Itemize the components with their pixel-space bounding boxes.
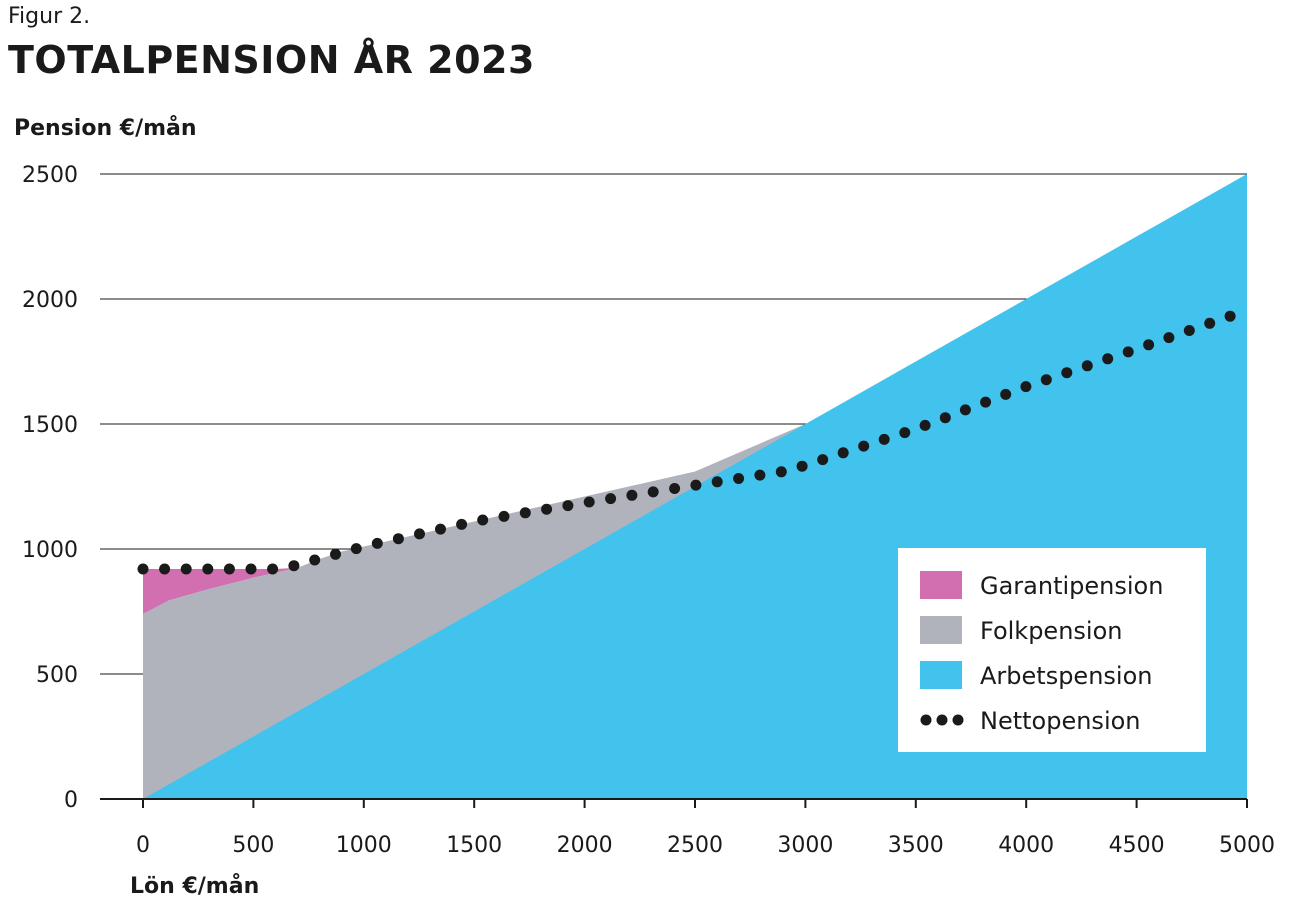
nettopension-dot — [435, 523, 446, 535]
x-axis-label: Lön €/mån — [130, 874, 260, 899]
nettopension-dot — [939, 412, 951, 424]
nettopension-dot — [267, 563, 279, 575]
nettopension-dot — [414, 528, 425, 540]
x-tick-label: 2000 — [557, 833, 613, 858]
figure-label: Figur 2. — [8, 4, 91, 29]
nettopension-dot — [733, 473, 745, 484]
nettopension-dot — [858, 440, 870, 452]
nettopension-dot — [605, 493, 617, 505]
legend-label: Nettopension — [980, 707, 1141, 735]
y-axis-label: Pension €/mån — [14, 116, 197, 141]
x-tick-label: 1500 — [446, 833, 502, 858]
nettopension-dot — [223, 563, 235, 575]
nettopension-dot — [837, 447, 849, 459]
nettopension-dot — [1020, 381, 1032, 393]
nettopension-dot — [959, 404, 971, 416]
nettopension-dot — [202, 563, 214, 575]
nettopension-dot — [796, 460, 808, 472]
nettopension-dot — [541, 503, 553, 515]
legend-swatch-nettopension — [920, 714, 932, 726]
x-tick-label: 5000 — [1219, 833, 1275, 858]
nettopension-dot — [1183, 325, 1195, 336]
area-garantipension — [143, 567, 298, 614]
nettopension-dot — [1081, 360, 1093, 372]
nettopension-dot — [245, 563, 257, 575]
nettopension-dot — [1102, 353, 1114, 365]
x-tick-label: 500 — [232, 833, 274, 858]
x-tick-label: 2500 — [667, 833, 723, 858]
nettopension-dot — [1224, 310, 1236, 322]
y-tick-label: 2500 — [22, 163, 78, 188]
y-tick-label: 500 — [36, 663, 78, 688]
nettopension-dot — [1040, 374, 1052, 386]
nettopension-dot — [1163, 332, 1175, 344]
y-tick-label: 1500 — [22, 413, 78, 438]
nettopension-dot — [498, 510, 510, 522]
nettopension-dot — [371, 537, 383, 549]
legend-swatch-garantipension — [920, 571, 962, 599]
nettopension-dot — [711, 476, 723, 488]
legend-label: Garantipension — [980, 572, 1163, 600]
x-tick-label: 3000 — [777, 833, 833, 858]
y-tick-label: 1000 — [22, 538, 78, 563]
nettopension-dot — [350, 543, 362, 555]
nettopension-dot — [330, 548, 341, 560]
y-tick-label: 2000 — [22, 288, 78, 313]
x-tick-label: 3500 — [888, 833, 944, 858]
legend-label: Folkpension — [980, 617, 1122, 645]
nettopension-dot — [690, 479, 702, 491]
nettopension-dot — [562, 500, 574, 512]
nettopension-dot — [1061, 367, 1073, 379]
nettopension-dot — [647, 486, 659, 498]
nettopension-dot — [919, 419, 931, 431]
legend-label: Arbetspension — [980, 662, 1152, 690]
nettopension-dot — [309, 554, 321, 566]
nettopension-dot — [392, 533, 404, 545]
nettopension-dot — [456, 518, 468, 530]
x-tick-label: 4500 — [1109, 833, 1165, 858]
nettopension-dot — [288, 560, 300, 572]
nettopension-dot — [626, 489, 638, 501]
legend-swatch-nettopension — [952, 714, 964, 726]
nettopension-dot — [980, 396, 992, 408]
nettopension-dot — [754, 469, 766, 481]
nettopension-dot — [1204, 317, 1216, 329]
nettopension-dot — [519, 507, 531, 519]
legend-swatch-nettopension — [936, 714, 948, 726]
nettopension-dot — [477, 514, 489, 526]
nettopension-dot — [775, 466, 787, 478]
nettopension-dot — [583, 496, 595, 508]
x-tick-label: 0 — [136, 833, 150, 858]
nettopension-dot — [878, 433, 890, 445]
x-tick-label: 4000 — [998, 833, 1054, 858]
nettopension-dot — [1000, 388, 1012, 400]
legend-swatch-arbetspension — [920, 661, 962, 689]
nettopension-dot — [1143, 339, 1155, 351]
nettopension-dot — [669, 483, 681, 494]
nettopension-dot — [1122, 346, 1134, 358]
nettopension-dot — [180, 563, 192, 575]
y-tick-label: 0 — [64, 788, 78, 813]
x-tick-label: 1000 — [336, 833, 392, 858]
nettopension-dot — [159, 563, 171, 575]
nettopension-dot — [137, 563, 149, 575]
nettopension-dot — [899, 427, 911, 439]
chart-title: TOTALPENSION ÅR 2023 — [8, 38, 535, 82]
nettopension-dot — [817, 454, 829, 466]
legend-swatch-folkpension — [920, 616, 962, 644]
